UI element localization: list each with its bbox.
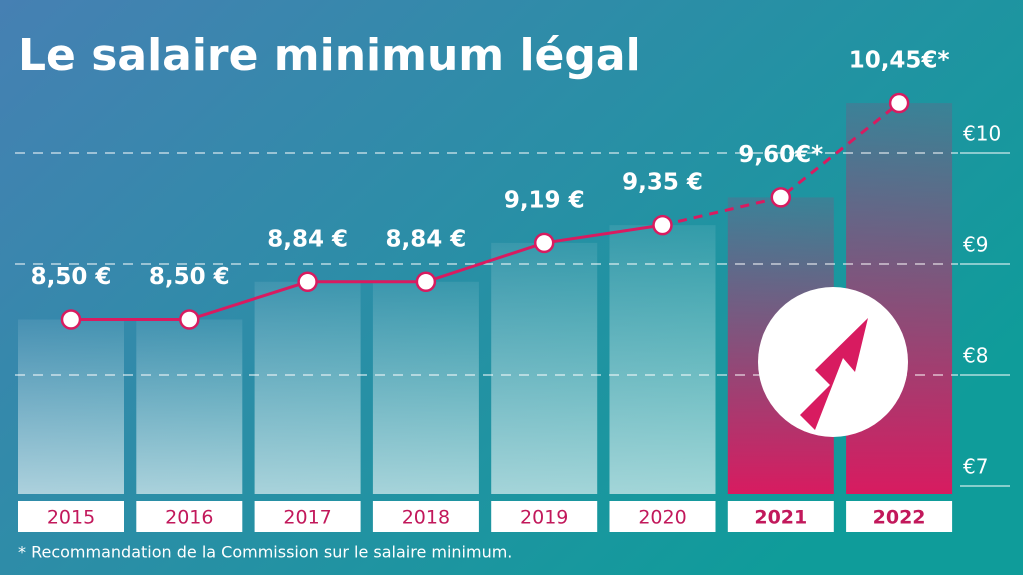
footnote: * Recommandation de la Commission sur le…	[18, 543, 512, 562]
x-tick-label: 2022	[873, 507, 926, 529]
value-label: 8,84 €	[267, 226, 348, 252]
line	[71, 223, 663, 321]
category-box	[846, 501, 953, 532]
value-label: 9,60€*	[738, 142, 823, 168]
chart-title: Le salaire minimum légal	[18, 30, 641, 81]
x-tick-label: 2020	[638, 507, 686, 529]
arrow-icon	[758, 287, 908, 437]
value-label: 9,35 €	[622, 170, 703, 196]
point	[652, 214, 673, 236]
x-tick-label: 2019	[520, 507, 568, 529]
bar	[254, 281, 361, 494]
value-label: 8,50 €	[31, 264, 112, 290]
category-box	[18, 501, 124, 532]
y-tick-label: €7	[963, 455, 988, 479]
point	[60, 309, 82, 330]
value-label: 9,19 €	[504, 187, 585, 213]
x-tick-label: 2015	[47, 507, 95, 529]
bar	[609, 225, 716, 494]
point	[179, 309, 200, 330]
point	[415, 271, 437, 293]
x-tick-label: 2017	[283, 507, 331, 529]
category-box	[372, 501, 479, 532]
line-projection	[662, 101, 901, 227]
bar	[136, 319, 243, 494]
category-box	[136, 501, 243, 532]
y-tick-label: €10	[963, 122, 1001, 146]
y-tick-label: €9	[963, 233, 988, 257]
x-tick-label: 2016	[165, 507, 213, 529]
value-label: 8,50 €	[149, 264, 230, 290]
bar	[491, 242, 598, 494]
point	[533, 232, 555, 254]
bar	[18, 319, 124, 494]
x-tick-label: 2018	[402, 507, 450, 529]
bar	[372, 281, 479, 494]
point	[297, 271, 318, 293]
value-label: 8,84 €	[386, 226, 467, 252]
category-box	[491, 501, 598, 532]
x-tick-label: 2021	[754, 507, 807, 529]
value-label: 10,45€*	[849, 48, 950, 74]
category-box	[727, 501, 834, 532]
category-box	[609, 501, 716, 532]
y-tick-label: €8	[963, 344, 988, 368]
category-box	[254, 501, 361, 532]
point	[888, 92, 910, 114]
point	[770, 187, 792, 208]
